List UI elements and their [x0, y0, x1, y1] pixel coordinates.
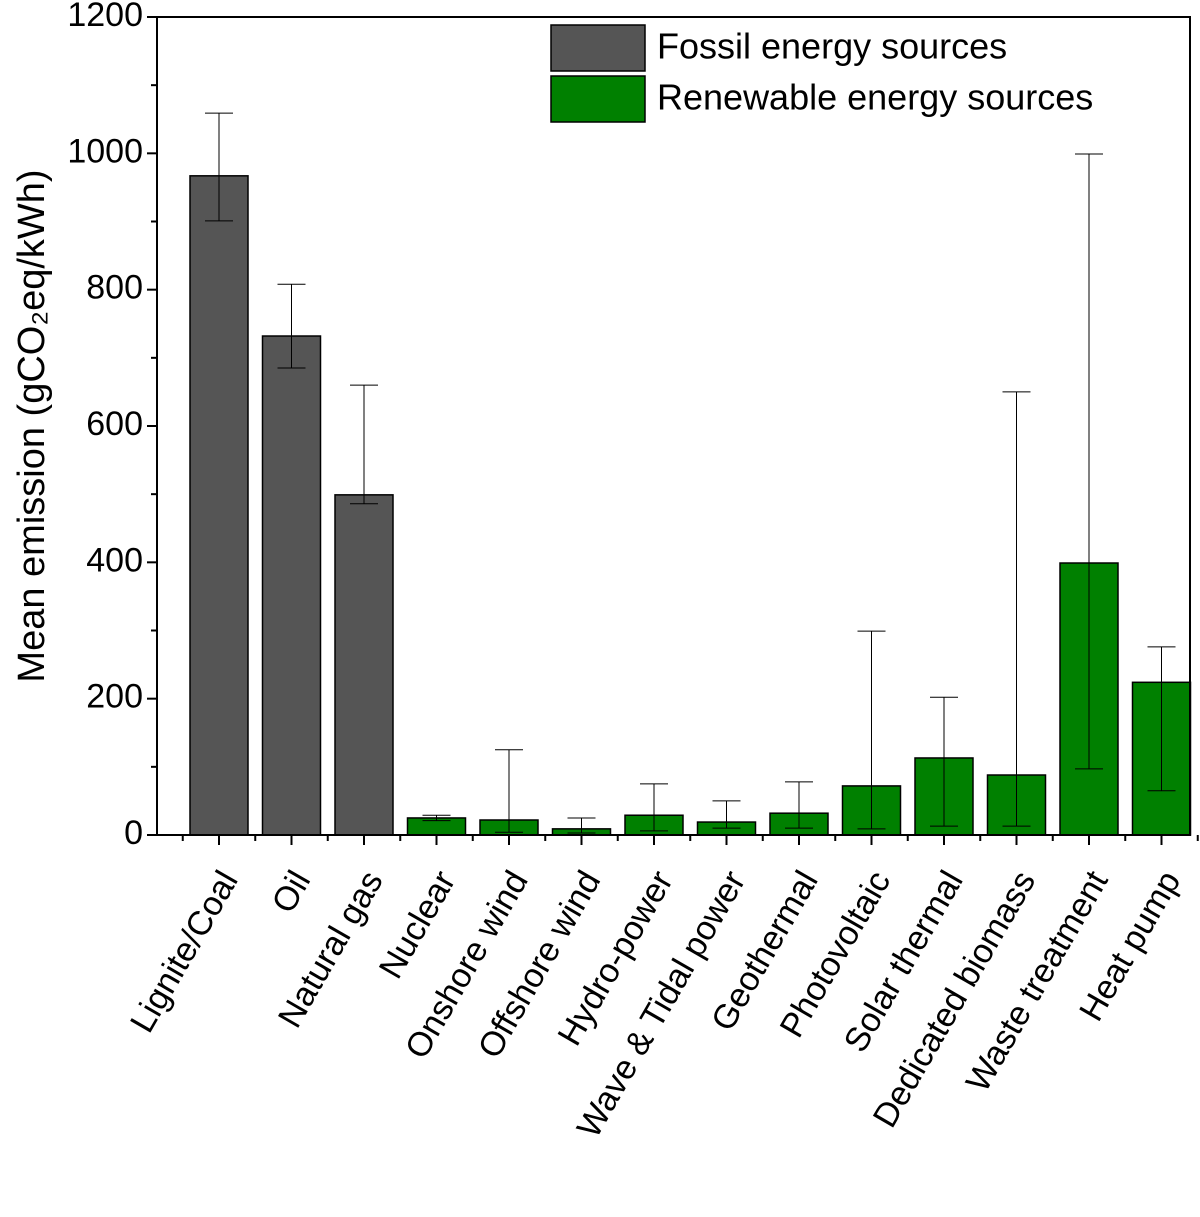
- y-tick-label: 1000: [67, 132, 143, 170]
- bar: [261, 335, 322, 836]
- plot-frame: [156, 16, 1191, 836]
- bar: [189, 175, 249, 836]
- y-tick-label: 400: [86, 541, 143, 579]
- y-tick-label: 600: [86, 405, 143, 443]
- legend-label: Fossil energy sources: [657, 26, 1007, 67]
- y-axis-label: Mean emission (gCO₂eq/kWh): [11, 169, 53, 682]
- legend-label: Renewable energy sources: [657, 77, 1093, 118]
- legend-swatch: [550, 24, 646, 72]
- y-tick-label: 0: [124, 814, 143, 852]
- y-tick-label: 800: [86, 269, 143, 307]
- bar: [334, 494, 394, 836]
- x-tick-label: Lignite/Coal: [123, 864, 246, 1039]
- y-tick-label: 1200: [67, 0, 143, 34]
- x-tick-label: Oil: [265, 864, 319, 919]
- y-tick-label: 200: [86, 678, 143, 716]
- legend-swatch: [550, 75, 646, 123]
